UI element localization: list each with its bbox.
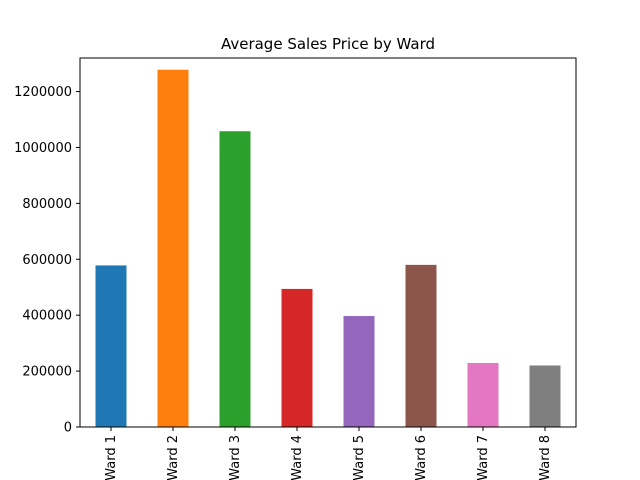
bar-6	[405, 264, 437, 427]
plot-frame	[79, 57, 577, 428]
bar-5	[343, 316, 375, 427]
bar-2	[157, 69, 189, 427]
bar-4	[281, 288, 313, 427]
y-tick-label-2: 400000	[22, 309, 72, 324]
x-tick-label-2: Ward 2	[166, 435, 181, 480]
x-tick-label-7: Ward 7	[476, 435, 491, 480]
y-tick-label-4: 800000	[22, 197, 72, 212]
x-tick-label-8: Ward 8	[538, 435, 553, 480]
x-tick-label-5: Ward 5	[352, 435, 367, 480]
bar-1	[95, 265, 127, 427]
x-axis: Ward 1 Ward 2 Ward 3 Ward 4 Ward 5 Ward 6 Ward…	[104, 427, 553, 480]
bar-3	[219, 131, 251, 427]
bars-group	[95, 69, 561, 427]
y-tick-label-3: 600000	[22, 253, 72, 268]
y-tick-label-5: 1000000	[14, 141, 72, 156]
x-tick-label-6: Ward 6	[414, 435, 429, 480]
bar-7	[467, 362, 499, 427]
x-tick-label-3: Ward 3	[228, 435, 243, 480]
bar-8	[529, 365, 561, 427]
y-tick-label-1: 200000	[22, 365, 72, 380]
chart-title: Average Sales Price by Ward	[221, 35, 435, 53]
y-tick-label-0: 0	[64, 421, 72, 436]
y-tick-label-6: 1200000	[14, 85, 72, 100]
x-tick-label-4: Ward 4	[290, 435, 305, 480]
y-axis: 0 200000 400000 600000 800000 1000000 1200000	[14, 85, 80, 436]
x-tick-label-1: Ward 1	[104, 435, 119, 480]
